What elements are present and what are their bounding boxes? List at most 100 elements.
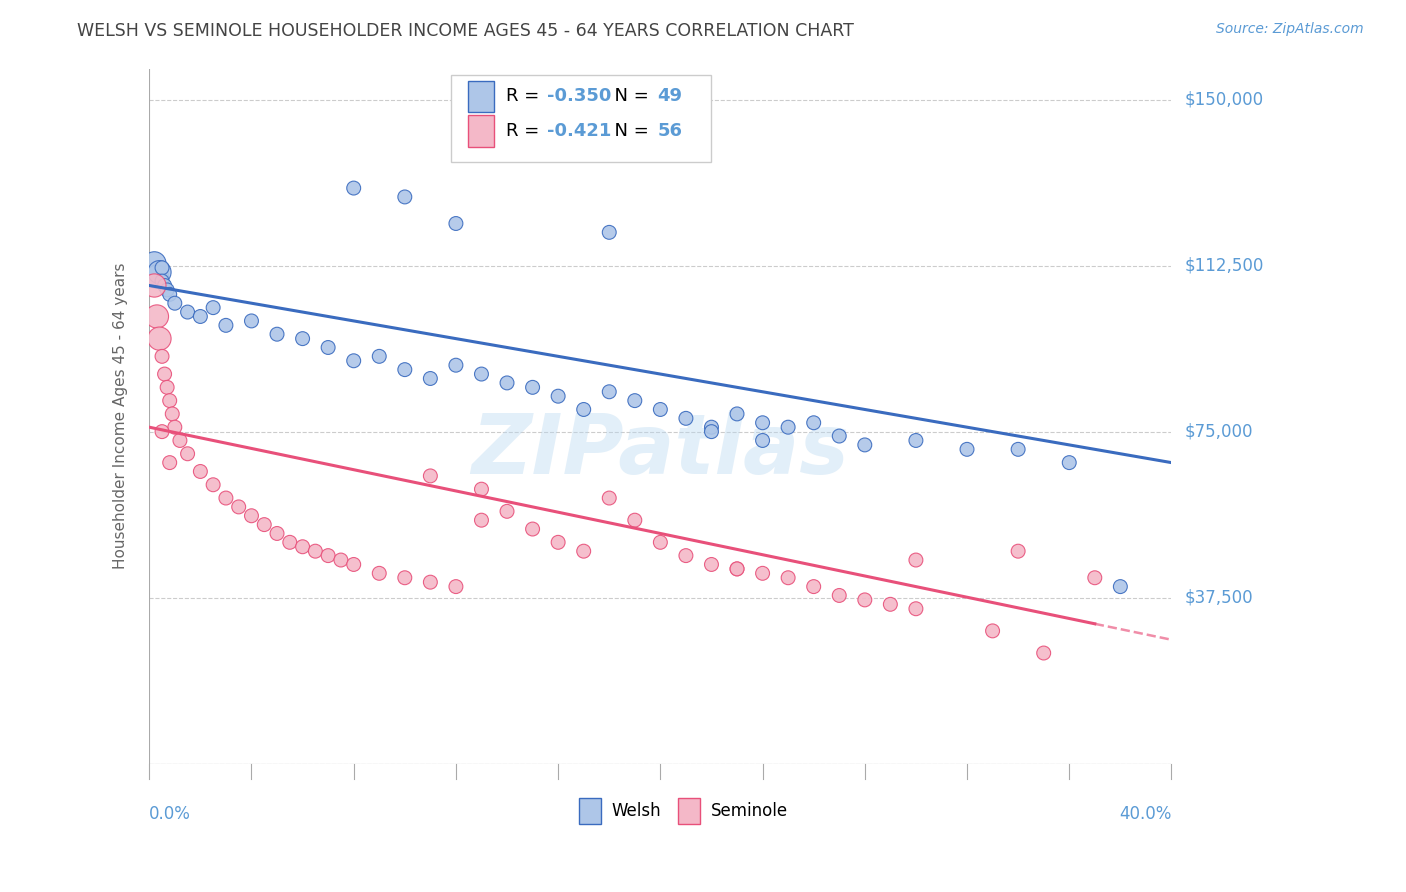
Point bbox=[778, 420, 800, 434]
Point bbox=[169, 434, 191, 448]
Text: 56: 56 bbox=[657, 122, 682, 140]
Point bbox=[266, 526, 288, 541]
Point bbox=[496, 504, 519, 518]
Point bbox=[176, 305, 198, 319]
Point bbox=[146, 269, 169, 284]
Point bbox=[150, 260, 173, 275]
Point bbox=[419, 371, 441, 385]
Point bbox=[1084, 571, 1107, 585]
Point bbox=[522, 522, 544, 536]
Point bbox=[444, 580, 467, 594]
Point bbox=[572, 544, 595, 558]
Point bbox=[496, 376, 519, 390]
Point bbox=[278, 535, 301, 549]
Point bbox=[1057, 456, 1080, 470]
FancyBboxPatch shape bbox=[451, 76, 711, 162]
Point bbox=[751, 416, 773, 430]
Point bbox=[522, 380, 544, 394]
Point bbox=[470, 513, 492, 527]
Point bbox=[547, 535, 569, 549]
Text: 0.0%: 0.0% bbox=[149, 805, 191, 823]
Point bbox=[675, 411, 697, 425]
Text: 40.0%: 40.0% bbox=[1119, 805, 1171, 823]
Text: Welsh: Welsh bbox=[612, 802, 661, 820]
Point bbox=[343, 558, 366, 572]
Point bbox=[159, 287, 181, 301]
Point bbox=[1007, 544, 1029, 558]
Point bbox=[163, 420, 186, 434]
FancyBboxPatch shape bbox=[678, 797, 700, 824]
FancyBboxPatch shape bbox=[468, 115, 494, 146]
Point bbox=[343, 181, 366, 195]
Point bbox=[215, 491, 238, 505]
Text: WELSH VS SEMINOLE HOUSEHOLDER INCOME AGES 45 - 64 YEARS CORRELATION CHART: WELSH VS SEMINOLE HOUSEHOLDER INCOME AGE… bbox=[77, 22, 855, 40]
Point bbox=[368, 349, 391, 363]
Point bbox=[190, 310, 212, 324]
Point bbox=[159, 393, 181, 408]
Point bbox=[828, 589, 851, 603]
Point bbox=[150, 349, 173, 363]
Point bbox=[291, 540, 314, 554]
Point bbox=[904, 434, 927, 448]
Point bbox=[1032, 646, 1054, 660]
Point bbox=[650, 535, 672, 549]
Point bbox=[547, 389, 569, 403]
Point bbox=[444, 358, 467, 372]
Text: $150,000: $150,000 bbox=[1184, 90, 1264, 109]
Point bbox=[368, 566, 391, 581]
Point bbox=[700, 425, 723, 439]
Text: $75,000: $75,000 bbox=[1184, 423, 1253, 441]
Point bbox=[725, 407, 748, 421]
Text: $37,500: $37,500 bbox=[1184, 589, 1253, 607]
Point bbox=[316, 341, 339, 355]
Point bbox=[470, 482, 492, 496]
Point bbox=[419, 575, 441, 590]
Point bbox=[150, 274, 173, 288]
Point bbox=[176, 447, 198, 461]
Text: Source: ZipAtlas.com: Source: ZipAtlas.com bbox=[1216, 22, 1364, 37]
Point bbox=[156, 283, 179, 297]
Point bbox=[202, 301, 225, 315]
Text: R =: R = bbox=[506, 87, 546, 105]
Point bbox=[150, 425, 173, 439]
Point bbox=[470, 367, 492, 381]
Point bbox=[803, 580, 825, 594]
Point bbox=[725, 562, 748, 576]
Text: -0.350: -0.350 bbox=[547, 87, 612, 105]
Point bbox=[153, 367, 176, 381]
Text: N =: N = bbox=[603, 87, 655, 105]
Text: N =: N = bbox=[603, 122, 655, 140]
Point bbox=[879, 597, 901, 611]
Point bbox=[598, 384, 620, 399]
Text: 49: 49 bbox=[657, 87, 682, 105]
Text: ZIPatlas: ZIPatlas bbox=[471, 410, 849, 491]
Point bbox=[598, 491, 620, 505]
Point bbox=[329, 553, 352, 567]
Text: R =: R = bbox=[506, 122, 546, 140]
Point bbox=[598, 225, 620, 239]
Text: Seminole: Seminole bbox=[710, 802, 787, 820]
Point bbox=[623, 393, 645, 408]
Point bbox=[291, 332, 314, 346]
Point bbox=[751, 566, 773, 581]
Point bbox=[253, 517, 276, 532]
Point bbox=[1109, 580, 1132, 594]
Point bbox=[394, 190, 416, 204]
Point bbox=[675, 549, 697, 563]
Point bbox=[240, 508, 263, 523]
Point bbox=[159, 456, 181, 470]
Point bbox=[778, 571, 800, 585]
Point bbox=[146, 310, 169, 324]
Text: $112,500: $112,500 bbox=[1184, 257, 1264, 275]
Point bbox=[156, 380, 179, 394]
Point bbox=[228, 500, 250, 514]
Point bbox=[828, 429, 851, 443]
Point bbox=[343, 353, 366, 368]
Point bbox=[572, 402, 595, 417]
Point bbox=[725, 562, 748, 576]
Y-axis label: Householder Income Ages 45 - 64 years: Householder Income Ages 45 - 64 years bbox=[114, 263, 128, 569]
Point bbox=[700, 420, 723, 434]
Point bbox=[266, 327, 288, 342]
Point bbox=[751, 434, 773, 448]
Point bbox=[803, 416, 825, 430]
